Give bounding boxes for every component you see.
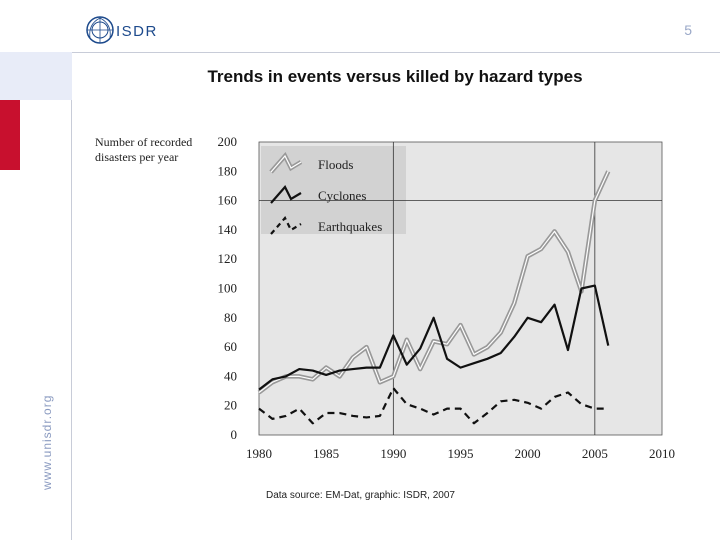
series-line-earthquakes	[258, 387, 609, 425]
x-tick-label: 1990	[380, 446, 406, 461]
page-number: 5	[684, 22, 692, 38]
y-tick-label: 180	[218, 163, 238, 178]
legend-label-floods: Floods	[318, 157, 353, 172]
y-tick-label: 0	[231, 427, 238, 442]
sidebar-url: www.unisdr.org	[40, 394, 54, 490]
x-tick-label: 1980	[246, 446, 272, 461]
y-tick-label: 100	[218, 281, 238, 296]
x-tick-label: 1995	[448, 446, 474, 461]
y-tick-label: 20	[224, 398, 237, 413]
series-line-floods-inner	[258, 171, 609, 393]
legend-label-cyclones: Cyclones	[318, 188, 366, 203]
header-divider	[0, 52, 720, 53]
x-tick-label: 2010	[649, 446, 675, 461]
y-tick-label: 160	[218, 193, 238, 208]
legend-swatch-earthquakes	[270, 216, 302, 235]
side-band	[0, 52, 72, 100]
logo-text: ISDR	[116, 23, 158, 40]
y-tick-label: 120	[218, 251, 238, 266]
y-tick-label: 140	[218, 222, 238, 237]
isdr-logo: ISDR	[86, 16, 158, 44]
y-axis-label-line1: Number of recorded	[95, 135, 192, 149]
y-tick-label: 60	[224, 339, 237, 354]
y-tick-label: 200	[218, 134, 238, 149]
data-source-note: Data source: EM-Dat, graphic: ISDR, 2007	[266, 490, 455, 501]
x-tick-label: 2005	[582, 446, 608, 461]
y-tick-label: 80	[224, 310, 237, 325]
x-tick-label: 2000	[515, 446, 541, 461]
x-tick-label: 1985	[313, 446, 339, 461]
y-axis-label-line2: disasters per year	[95, 150, 178, 164]
slide-title: Trends in events versus killed by hazard…	[207, 67, 583, 86]
y-tick-label: 40	[224, 368, 237, 383]
legend-label-earthquakes: Earthquakes	[318, 219, 382, 234]
series-line-cyclones	[258, 284, 610, 391]
chart-container: Number of recorded disasters per year 0 2…	[90, 128, 700, 468]
legend-swatch-cyclones	[270, 185, 302, 204]
line-chart: Number of recorded disasters per year 0 2…	[95, 134, 675, 461]
accent-block	[0, 100, 20, 170]
legend-swatch-floods-inner	[270, 154, 302, 173]
side-strip	[0, 52, 72, 540]
